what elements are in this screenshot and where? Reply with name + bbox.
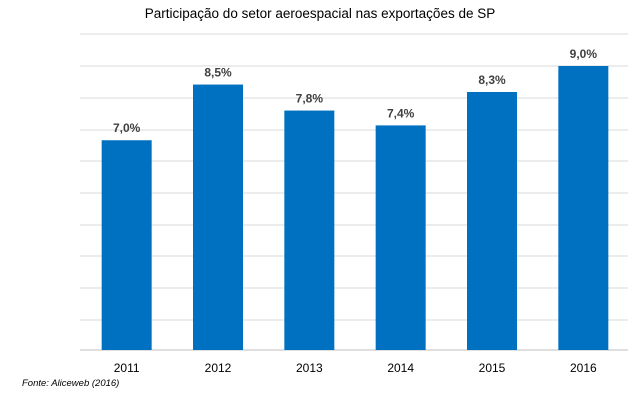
bar-2014 bbox=[375, 125, 426, 351]
data-labels: 7,0% 8,5% 7,8% 7,4% 8,3% 9,0% bbox=[113, 47, 597, 135]
gridlines bbox=[80, 33, 628, 351]
data-label-2011: 7,0% bbox=[113, 121, 141, 135]
source-note: Fonte: Aliceweb (2016) bbox=[22, 378, 120, 389]
bar-2015 bbox=[467, 91, 517, 350]
x-tick-label-2014: 2014 bbox=[387, 361, 414, 375]
x-tick-label-2011: 2011 bbox=[114, 361, 140, 375]
x-tick-labels: 2011 2012 2013 2014 2015 2016 bbox=[114, 361, 597, 375]
x-tick-label-2012: 2012 bbox=[205, 361, 232, 375]
x-tick-label-2015: 2015 bbox=[479, 361, 506, 375]
data-label-2016: 9,0% bbox=[570, 47, 598, 61]
data-label-2014: 7,4% bbox=[387, 106, 415, 120]
data-label-2015: 8,3% bbox=[478, 73, 506, 87]
chart-title: Participação do setor aeroespacial nas e… bbox=[144, 6, 496, 21]
data-label-2012: 8,5% bbox=[204, 66, 232, 80]
x-tick-label-2013: 2013 bbox=[296, 361, 323, 375]
bars bbox=[101, 66, 609, 351]
x-tick-label-2016: 2016 bbox=[570, 361, 597, 375]
bar-2011 bbox=[101, 140, 152, 350]
bar-2013 bbox=[284, 110, 335, 351]
bar-2012 bbox=[193, 84, 243, 351]
bar-2016 bbox=[558, 66, 609, 350]
data-label-2013: 7,8% bbox=[296, 92, 324, 106]
